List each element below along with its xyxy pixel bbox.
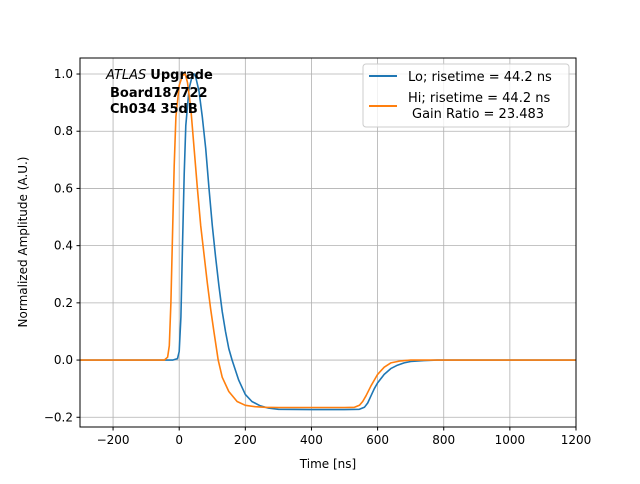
x-axis-label: Time [ns]	[299, 457, 356, 471]
y-tick-label: 1.0	[54, 67, 73, 81]
y-tick-label: 0.4	[54, 239, 73, 253]
x-tick-label: 200	[234, 433, 257, 447]
x-tick-label: 1000	[495, 433, 526, 447]
channel-label: Ch034 35dB	[110, 102, 198, 117]
legend-label-hi-line1: Hi; risetime = 44.2 ns	[408, 91, 550, 106]
x-tick-label: 0	[175, 433, 183, 447]
board-label: Board187722	[110, 86, 208, 101]
series-lo-line	[80, 73, 576, 411]
y-tick-label: 0.0	[54, 353, 73, 367]
ticks: −200 0 200 400 600 800 1000 1200 −0.2 0.0 0.2 0.4 0.…	[44, 67, 591, 447]
legend: Lo; risetime = 44.2 ns Hi; risetime = 44…	[362, 63, 570, 128]
atlas-label: ATLAS	[105, 68, 146, 83]
plot-lines	[80, 73, 576, 411]
y-tick-label: 0.6	[54, 181, 73, 195]
y-tick-label: −0.2	[44, 410, 73, 424]
x-tick-label: 600	[366, 433, 389, 447]
atlas-annotation: ATLAS Upgrade Board187722 Ch034 35dB	[105, 68, 213, 117]
x-tick-label: 800	[432, 433, 455, 447]
y-axis-label: Normalized Amplitude (A.U.)	[16, 157, 30, 328]
legend-label-lo: Lo; risetime = 44.2 ns	[408, 70, 552, 85]
y-tick-label: 0.8	[54, 124, 73, 138]
x-tick-label: 400	[300, 433, 323, 447]
x-tick-label: −200	[97, 433, 130, 447]
x-tick-label: 1200	[561, 433, 592, 447]
y-tick-label: 0.2	[54, 296, 73, 310]
series-hi-line	[80, 73, 576, 409]
axes-frame	[79, 57, 577, 428]
upgrade-label: Upgrade	[150, 68, 213, 83]
legend-box	[362, 63, 570, 128]
legend-label-hi: Hi; risetime = 44.2 ns Gain Ratio = 23.4…	[408, 91, 554, 122]
legend-label-hi-line2: Gain Ratio = 23.483	[412, 107, 544, 122]
